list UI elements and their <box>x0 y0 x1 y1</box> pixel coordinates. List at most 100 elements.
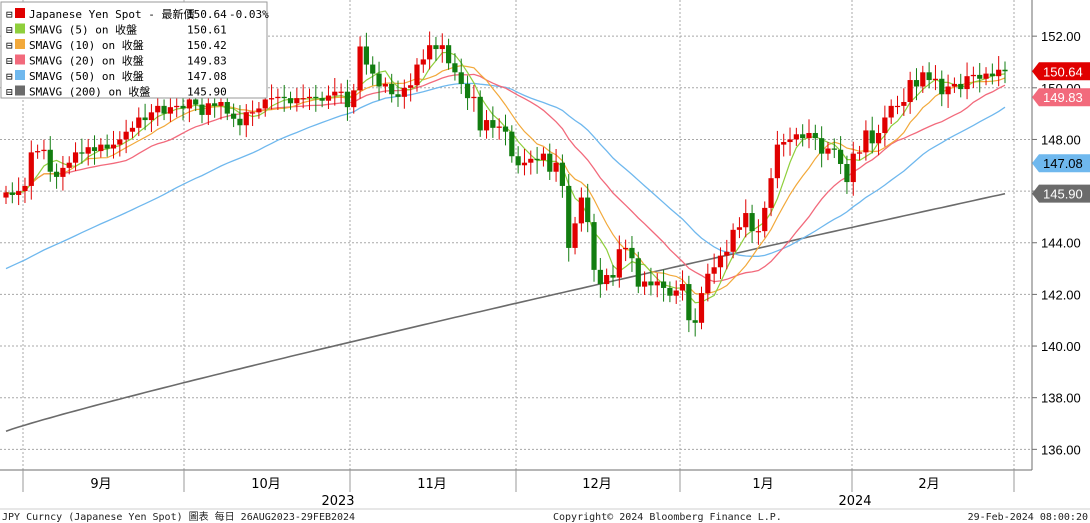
candle-body <box>477 96 483 131</box>
candle-body <box>945 86 951 95</box>
candle-body <box>338 91 344 93</box>
legend-expand-marker: ⊟ <box>6 8 13 21</box>
candle-body <box>357 46 363 91</box>
x-tick-label: 11月 <box>417 477 447 492</box>
candle-body <box>762 207 768 232</box>
candle-body <box>844 163 850 183</box>
candle-body <box>882 117 888 133</box>
candle-body <box>806 132 812 139</box>
candle-body <box>104 144 110 149</box>
candle-body <box>787 139 793 143</box>
candle-body <box>332 91 338 96</box>
candle-body <box>894 105 901 108</box>
legend-label: SMAVG (10) on 收盤 <box>29 38 144 52</box>
candle-body <box>920 72 926 87</box>
x-tick-label: 9月 <box>90 477 111 492</box>
sma-10-line <box>5 64 1006 295</box>
candle-body <box>237 118 243 126</box>
candle-body <box>509 131 515 157</box>
candle-body <box>623 247 629 250</box>
legend-value: 147.08 <box>187 70 227 83</box>
candle-body <box>996 69 1002 77</box>
legend-expand-marker: ⊟ <box>6 86 13 99</box>
candle-body <box>970 74 976 77</box>
candle-body <box>907 80 913 103</box>
candle-body <box>591 222 597 270</box>
candle-body <box>401 87 407 97</box>
candle-body <box>850 153 856 183</box>
legend-label: SMAVG (50) on 收盤 <box>29 69 144 83</box>
candle-body <box>161 105 167 114</box>
legend-swatch <box>15 8 25 18</box>
candle-body <box>597 269 603 285</box>
candle-body <box>812 132 818 139</box>
candle-body <box>629 247 635 259</box>
candle-body <box>262 99 268 109</box>
candle-body <box>888 105 894 118</box>
candle-body <box>174 105 180 108</box>
legend-expand-marker: ⊟ <box>6 70 13 83</box>
candle-body <box>724 251 730 256</box>
y-tick-label: 152.00 <box>1041 29 1081 44</box>
legend-expand-marker: ⊟ <box>6 39 13 52</box>
candle-body <box>793 134 799 140</box>
candle-body <box>3 192 9 198</box>
candle-body <box>91 147 98 152</box>
candle-body <box>490 120 496 128</box>
candle-body <box>755 231 762 233</box>
candle-body <box>110 144 117 149</box>
candle-body <box>319 98 325 101</box>
candle-body <box>47 149 53 172</box>
year-label: 2023 <box>321 494 354 509</box>
candle-body <box>1002 69 1008 72</box>
y-tick-label: 140.00 <box>1041 339 1081 354</box>
legend-value: 149.83 <box>187 55 227 68</box>
candle-body <box>679 284 686 291</box>
candle-body <box>72 152 79 163</box>
candle-body <box>616 249 622 278</box>
candle-body <box>16 191 22 195</box>
value-tag-label: 150.64 <box>1043 64 1083 79</box>
candle-body <box>692 320 698 323</box>
candle-body <box>939 78 945 95</box>
candle-body <box>123 131 129 140</box>
candle-body <box>749 213 755 232</box>
value-tag-label: 145.90 <box>1043 187 1083 202</box>
candle-body <box>9 192 15 195</box>
legend-swatch <box>15 23 25 34</box>
candle-body <box>439 45 445 50</box>
candle-body <box>445 45 452 64</box>
value-tag <box>1032 184 1090 203</box>
candle-body <box>256 108 262 113</box>
candle-body <box>306 96 313 99</box>
sma-50-line <box>5 82 1006 270</box>
candle-body <box>717 255 724 268</box>
candle-body <box>547 153 553 172</box>
candle-body <box>800 134 806 139</box>
candle-body <box>117 139 123 145</box>
y-tick-label: 142.00 <box>1041 287 1081 302</box>
sma-20-line <box>5 73 1006 283</box>
candle-body <box>496 126 502 128</box>
candle-body <box>540 153 547 161</box>
candle-body <box>464 83 471 99</box>
candle-body <box>28 152 34 186</box>
candle-body <box>869 130 875 144</box>
candle-body <box>831 148 837 150</box>
legend-label: SMAVG (20) on 收盤 <box>29 54 144 68</box>
candle-body <box>838 149 844 164</box>
candle-body <box>180 105 186 109</box>
candle-body <box>553 162 559 172</box>
candle-body <box>673 290 679 296</box>
candle-body <box>325 95 332 101</box>
candle-body <box>395 94 401 97</box>
candle-body <box>743 213 749 228</box>
candle-body <box>566 185 572 248</box>
candle-body <box>534 158 540 161</box>
candle-body <box>610 275 616 278</box>
candle-body <box>224 102 230 114</box>
candle-body <box>218 102 224 106</box>
candle-body <box>281 96 287 99</box>
candle-body <box>408 85 414 88</box>
